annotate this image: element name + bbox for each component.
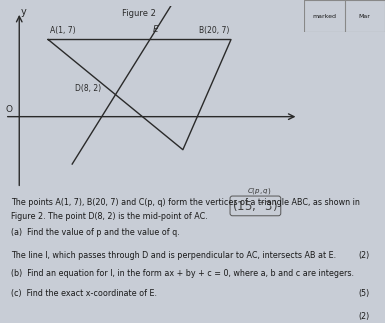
Text: $(15,{}^{-}3)$: $(15,{}^{-}3)$ bbox=[233, 198, 278, 214]
Text: (b)  Find an equation for l, in the form ax + by + c = 0, where a, b and c are i: (b) Find an equation for l, in the form … bbox=[12, 268, 355, 277]
Text: (2): (2) bbox=[358, 251, 370, 260]
Text: The line l, which passes through D and is perpendicular to AC, intersects AB at : The line l, which passes through D and i… bbox=[12, 251, 336, 260]
Text: Figure 2. The point D(8, 2) is the mid-point of AC.: Figure 2. The point D(8, 2) is the mid-p… bbox=[12, 212, 208, 221]
Text: (2): (2) bbox=[358, 312, 370, 321]
Text: (5): (5) bbox=[358, 289, 370, 298]
Text: E: E bbox=[153, 25, 159, 34]
Text: Mar: Mar bbox=[359, 14, 371, 19]
Text: $C(p, q)$: $C(p, q)$ bbox=[247, 186, 271, 196]
Text: (a)  Find the value of p and the value of q.: (a) Find the value of p and the value of… bbox=[12, 228, 180, 237]
Text: The points A(1, 7), B(20, 7) and C(p, q) form the vertices of a triangle ABC, as: The points A(1, 7), B(20, 7) and C(p, q)… bbox=[12, 198, 360, 207]
Text: Figure 2: Figure 2 bbox=[122, 9, 156, 18]
Text: A(1, 7): A(1, 7) bbox=[50, 26, 75, 35]
Text: D(8, 2): D(8, 2) bbox=[75, 84, 102, 93]
Text: B(20, 7): B(20, 7) bbox=[199, 26, 229, 35]
Text: O: O bbox=[5, 105, 12, 114]
Text: marked: marked bbox=[312, 14, 336, 19]
Text: (c)  Find the exact x-coordinate of E.: (c) Find the exact x-coordinate of E. bbox=[12, 289, 157, 298]
Text: y: y bbox=[21, 7, 27, 17]
